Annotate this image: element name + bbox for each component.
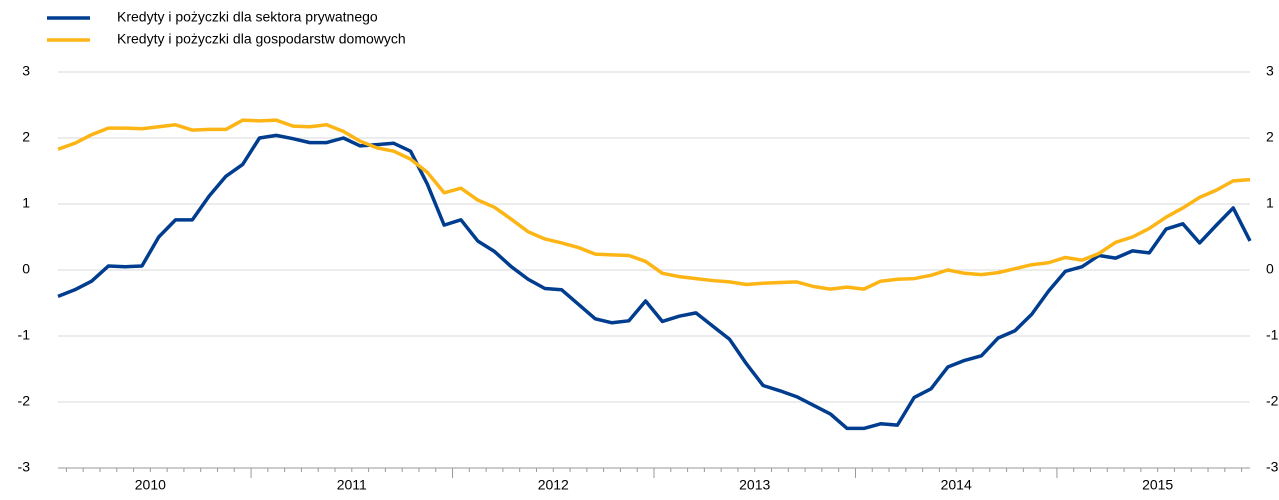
y2-tick-label: -1 <box>1266 327 1279 343</box>
y-tick-label: 2 <box>22 129 30 145</box>
y2-tick-label: 3 <box>1266 63 1274 79</box>
x-group-label: 2011 <box>337 477 367 493</box>
x-group-label: 2014 <box>941 477 972 493</box>
y-tick-label: 1 <box>22 195 30 211</box>
series-line <box>57 118 1251 291</box>
y2-tick-label: 0 <box>1266 261 1274 277</box>
x-group-label: 2013 <box>739 477 770 493</box>
y-tick-label: 0 <box>22 261 30 277</box>
y2-tick-label: 2 <box>1266 129 1274 145</box>
legend-label: Kredyty i pożyczki dla sektora prywatneg… <box>117 9 378 25</box>
x-group-label: 2012 <box>538 477 569 493</box>
series-line <box>57 133 1252 431</box>
y-tick-label: -1 <box>18 327 31 343</box>
y-tick-label: -3 <box>18 459 31 475</box>
y2-tick-label: -3 <box>1266 459 1279 475</box>
x-group-label: 2010 <box>135 477 166 493</box>
x-group-label: 2015 <box>1142 477 1173 493</box>
legend-label: Kredyty i pożyczki dla gospodarstw domow… <box>117 31 406 47</box>
y2-tick-label: 1 <box>1266 195 1274 211</box>
y-tick-label: 3 <box>22 63 30 79</box>
y-tick-label: -2 <box>18 393 31 409</box>
y2-tick-label: -2 <box>1266 393 1279 409</box>
